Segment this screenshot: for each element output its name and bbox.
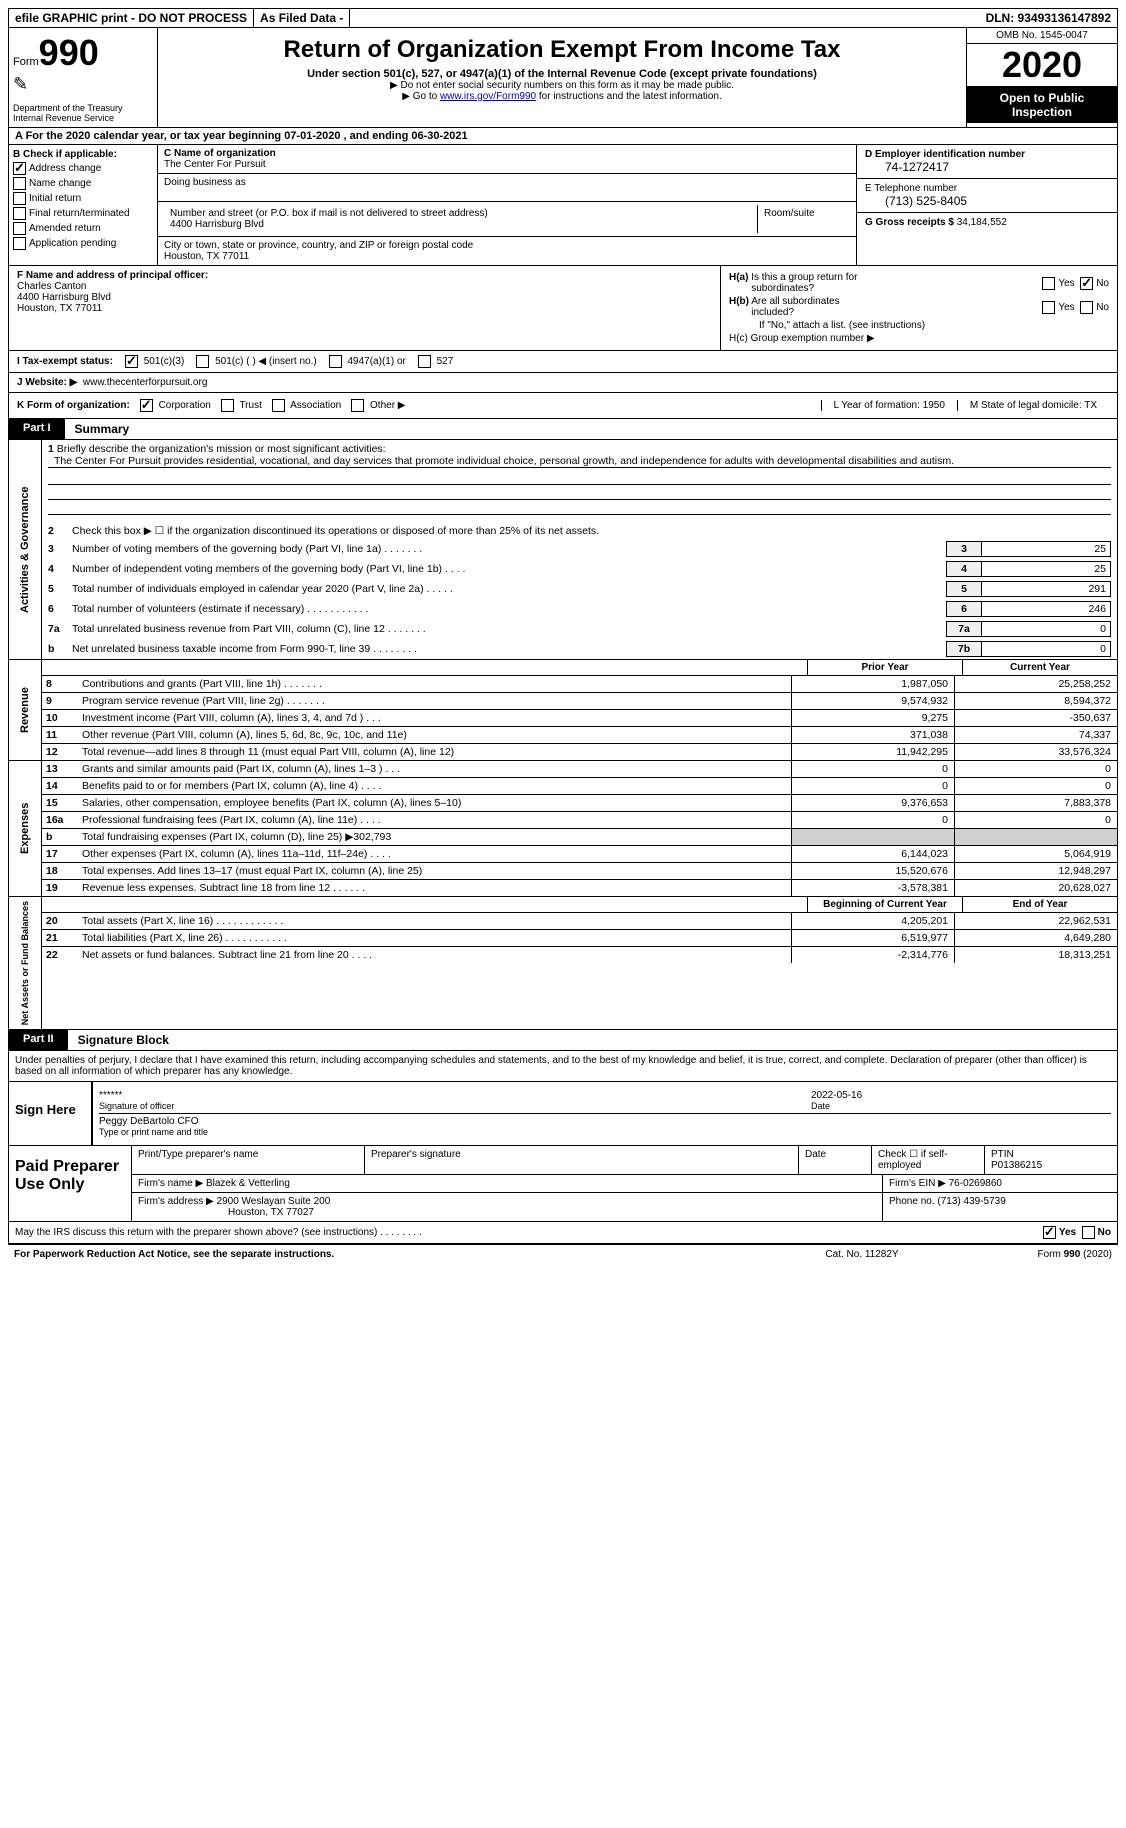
website-url: www.thecenterforpursuit.org [83,377,208,388]
form-number: Form990 [13,32,153,74]
dept-label: Department of the Treasury [13,103,153,113]
org-name: The Center For Pursuit [164,159,850,170]
col-c-org-info: C Name of organization The Center For Pu… [158,145,856,265]
k-form-org: K Form of organization: Corporation Trus… [8,393,1118,419]
irs-link[interactable]: www.irs.gov/Form990 [440,91,536,102]
as-filed: As Filed Data - [254,9,350,27]
expenses-section: Expenses 13Grants and similar amounts pa… [8,761,1118,897]
principal-h-section: F Name and address of principal officer:… [8,266,1118,351]
paid-preparer-block: Paid Preparer Use Only Print/Type prepar… [8,1146,1118,1222]
form-container: efile GRAPHIC print - DO NOT PROCESS As … [8,8,1118,1264]
part2-header: Part II Signature Block [8,1030,1118,1051]
firm-ein: 76-0269860 [949,1178,1002,1189]
irs-label: Internal Revenue Service [13,113,153,123]
telephone: (713) 525-8405 [865,194,1109,208]
state-domicile: M State of legal domicile: TX [957,400,1109,411]
firm-name: Blazek & Vetterling [206,1178,290,1189]
sign-here-block: Sign Here ****** Signature of officer 20… [8,1082,1118,1146]
form-subtitle: Under section 501(c), 527, or 4947(a)(1)… [162,68,962,80]
note-link: ▶ Go to www.irs.gov/Form990 for instruct… [162,91,962,102]
part1-header: Part I Summary [8,419,1118,440]
org-address: 4400 Harrisburg Blvd [170,219,751,230]
top-bar: efile GRAPHIC print - DO NOT PROCESS As … [8,8,1118,28]
header: Form990 ✎ Department of the Treasury Int… [8,28,1118,128]
ein: 74-1272417 [865,160,1109,174]
col-b-checkboxes: B Check if applicable: Address change Na… [9,145,158,265]
firm-phone: (713) 439-5739 [937,1196,1005,1207]
main-info: B Check if applicable: Address change Na… [8,145,1118,266]
efile-notice: efile GRAPHIC print - DO NOT PROCESS [9,9,254,27]
form-title: Return of Organization Exempt From Incom… [162,36,962,64]
dln: DLN: 93493136147892 [980,9,1117,27]
ptin: P01386215 [991,1160,1042,1171]
sign-date: 2022-05-16 [811,1090,1111,1101]
row-a-period: A For the 2020 calendar year, or tax yea… [8,128,1118,145]
netassets-section: Net Assets or Fund Balances Beginning of… [8,897,1118,1030]
omb-number: OMB No. 1545-0047 [967,28,1117,44]
open-public: Open to Public Inspection [967,87,1117,123]
col-d-contact: D Employer identification number 74-1272… [856,145,1117,265]
revenue-section: Revenue Prior Year Current Year 8Contrib… [8,660,1118,761]
footer: For Paperwork Reduction Act Notice, see … [8,1244,1118,1264]
officer-name-title: Peggy DeBartolo CFO [99,1116,1111,1127]
website-row: J Website: ▶ www.thecenterforpursuit.org [8,373,1118,393]
year-formation: L Year of formation: 1950 [821,400,957,411]
discuss-row: May the IRS discuss this return with the… [8,1222,1118,1244]
officer-name: Charles Canton [17,281,712,292]
gross-receipts: 34,184,552 [957,217,1007,228]
note-ssn: ▶ Do not enter social security numbers o… [162,80,962,91]
tax-status-row: I Tax-exempt status: 501(c)(3) 501(c) ( … [8,351,1118,373]
mission-text: The Center For Pursuit provides resident… [48,455,1111,468]
org-city: Houston, TX 77011 [164,251,850,262]
perjury-statement: Under penalties of perjury, I declare th… [8,1051,1118,1082]
governance-section: Activities & Governance 1 1 Briefly desc… [8,440,1118,660]
tax-year: 2020 [967,44,1117,87]
